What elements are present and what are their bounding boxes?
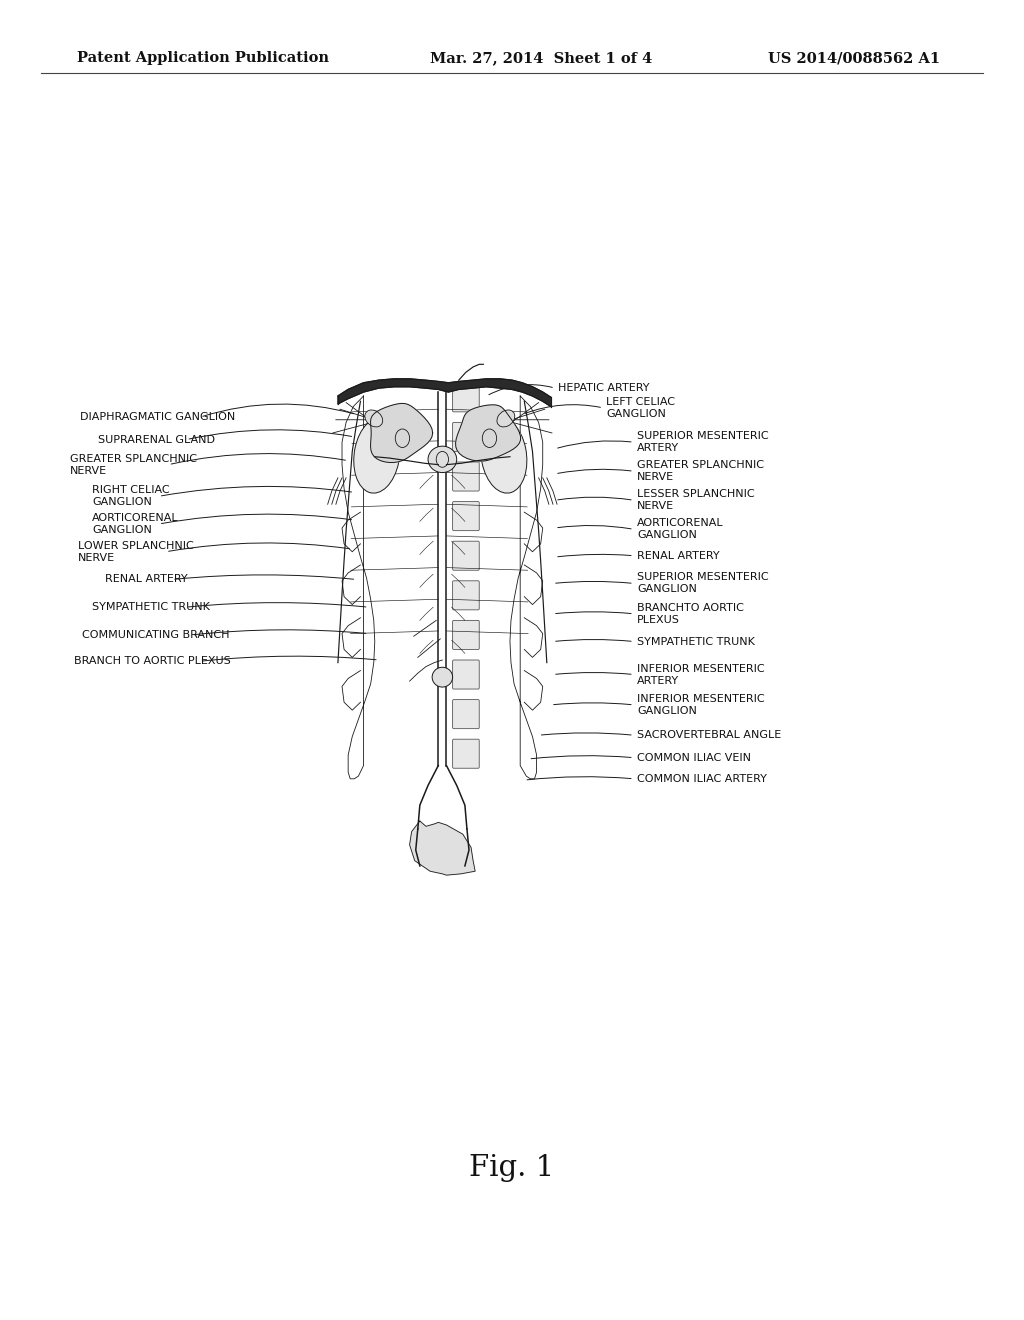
FancyBboxPatch shape — [453, 700, 479, 729]
FancyBboxPatch shape — [453, 383, 479, 412]
Text: SYMPATHETIC TRUNK: SYMPATHETIC TRUNK — [92, 602, 210, 612]
Text: AORTICORENAL
GANGLION: AORTICORENAL GANGLION — [92, 513, 179, 535]
Text: COMMON ILIAC ARTERY: COMMON ILIAC ARTERY — [637, 774, 767, 784]
FancyBboxPatch shape — [453, 422, 479, 451]
Text: INFERIOR MESENTERIC
ARTERY: INFERIOR MESENTERIC ARTERY — [637, 664, 765, 685]
Ellipse shape — [480, 417, 527, 494]
Text: Patent Application Publication: Patent Application Publication — [77, 51, 329, 65]
Ellipse shape — [353, 417, 400, 494]
Polygon shape — [338, 379, 551, 407]
Ellipse shape — [428, 446, 457, 473]
FancyBboxPatch shape — [453, 581, 479, 610]
Text: RIGHT CELIAC
GANGLION: RIGHT CELIAC GANGLION — [92, 486, 170, 507]
Text: SUPERIOR MESENTERIC
GANGLION: SUPERIOR MESENTERIC GANGLION — [637, 573, 769, 594]
Ellipse shape — [432, 668, 453, 686]
Text: COMMON ILIAC VEIN: COMMON ILIAC VEIN — [637, 752, 751, 763]
Polygon shape — [456, 405, 520, 461]
Text: HEPATIC ARTERY: HEPATIC ARTERY — [558, 383, 649, 393]
Text: GREATER SPLANCHNIC
NERVE: GREATER SPLANCHNIC NERVE — [637, 461, 764, 482]
Text: DIAPHRAGMATIC GANGLION: DIAPHRAGMATIC GANGLION — [80, 412, 236, 422]
Text: LESSER SPLANCHNIC
NERVE: LESSER SPLANCHNIC NERVE — [637, 490, 755, 511]
Text: BRANCH TO AORTIC PLEXUS: BRANCH TO AORTIC PLEXUS — [74, 656, 230, 667]
Text: SUPERIOR MESENTERIC
ARTERY: SUPERIOR MESENTERIC ARTERY — [637, 432, 769, 453]
Text: BRANCHTO AORTIC
PLEXUS: BRANCHTO AORTIC PLEXUS — [637, 603, 743, 624]
Text: RENAL ARTERY: RENAL ARTERY — [637, 550, 720, 561]
Text: Mar. 27, 2014  Sheet 1 of 4: Mar. 27, 2014 Sheet 1 of 4 — [430, 51, 652, 65]
Ellipse shape — [365, 411, 383, 426]
FancyBboxPatch shape — [453, 502, 479, 531]
Text: COMMUNICATING BRANCH: COMMUNICATING BRANCH — [82, 630, 229, 640]
FancyBboxPatch shape — [453, 620, 479, 649]
Text: LEFT CELIAC
GANGLION: LEFT CELIAC GANGLION — [606, 397, 675, 418]
Polygon shape — [410, 821, 475, 875]
Text: SYMPATHETIC TRUNK: SYMPATHETIC TRUNK — [637, 636, 755, 647]
FancyBboxPatch shape — [453, 462, 479, 491]
Text: US 2014/0088562 A1: US 2014/0088562 A1 — [768, 51, 940, 65]
Text: Fig. 1: Fig. 1 — [469, 1154, 555, 1183]
FancyBboxPatch shape — [453, 660, 479, 689]
Ellipse shape — [497, 411, 515, 426]
Text: SACROVERTEBRAL ANGLE: SACROVERTEBRAL ANGLE — [637, 730, 781, 741]
Text: AORTICORENAL
GANGLION: AORTICORENAL GANGLION — [637, 519, 724, 540]
Text: INFERIOR MESENTERIC
GANGLION: INFERIOR MESENTERIC GANGLION — [637, 694, 765, 715]
FancyBboxPatch shape — [453, 739, 479, 768]
FancyBboxPatch shape — [453, 541, 479, 570]
Text: GREATER SPLANCHNIC
NERVE: GREATER SPLANCHNIC NERVE — [70, 454, 197, 475]
Text: LOWER SPLANCHNIC
NERVE: LOWER SPLANCHNIC NERVE — [78, 541, 194, 562]
Polygon shape — [371, 404, 432, 462]
Text: RENAL ARTERY: RENAL ARTERY — [105, 574, 188, 585]
Text: SUPRARENAL GLAND: SUPRARENAL GLAND — [98, 434, 215, 445]
